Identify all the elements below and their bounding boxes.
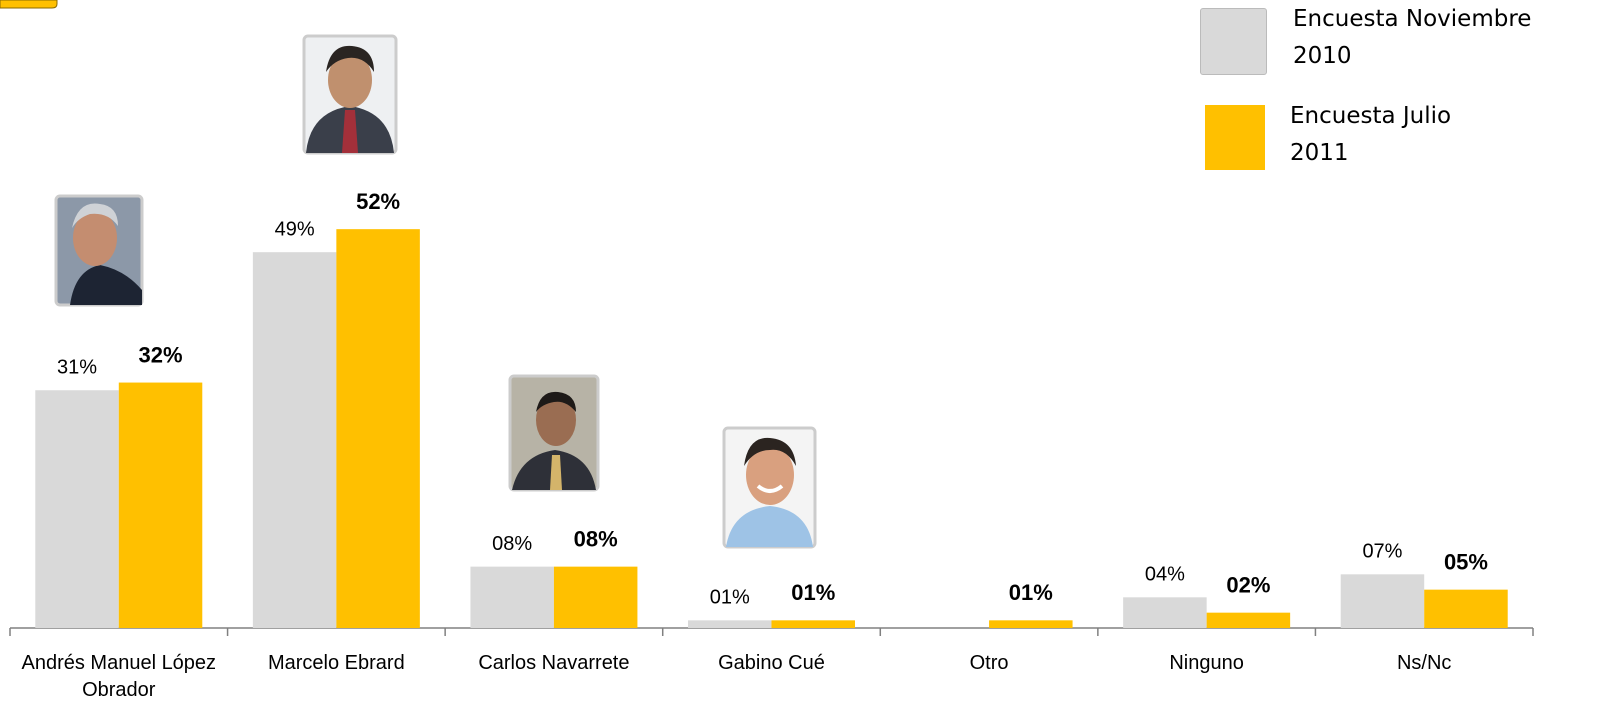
value-label: 04%: [1145, 564, 1185, 586]
value-label: 08%: [492, 533, 532, 555]
legend-swatch: [1205, 105, 1265, 170]
legend-label: Encuesta Noviembre 2010: [1293, 6, 1532, 69]
bar: [1206, 612, 1291, 628]
value-label: 52%: [356, 189, 400, 214]
bar: [989, 620, 1073, 628]
legend-swatch: [1200, 8, 1267, 75]
bar: [118, 382, 203, 628]
bar: [771, 620, 855, 628]
value-label: 01%: [1009, 580, 1053, 605]
x-tick-label: Otro: [969, 652, 1009, 674]
value-label: 01%: [710, 587, 750, 609]
value-label: 49%: [275, 218, 315, 240]
bar: [35, 390, 119, 628]
legend-label: Encuesta Julio 2011: [1290, 103, 1452, 166]
bar: [553, 566, 638, 628]
value-label: 31%: [57, 357, 97, 379]
value-label: 32%: [139, 342, 183, 367]
x-tick-label: Marcelo Ebrard: [267, 652, 405, 674]
bar: [1424, 589, 1508, 628]
x-tick-label: Carlos Navarrete: [478, 652, 630, 674]
x-tick-label: Andrés Manuel López Obrador: [21, 652, 217, 701]
bar: [336, 229, 420, 628]
bar: [688, 620, 772, 628]
x-tick-label: Gabino Cué: [718, 652, 825, 674]
bar: [1340, 574, 1425, 628]
bar: [470, 566, 554, 628]
x-tick-label: Ninguno: [1169, 652, 1244, 674]
value-label: 01%: [791, 580, 835, 605]
bar: [252, 252, 337, 629]
photo: [302, 34, 398, 155]
value-label: 05%: [1444, 549, 1488, 574]
value-label: 08%: [574, 526, 618, 551]
bar: [1123, 597, 1207, 628]
photo: [54, 194, 144, 307]
x-tick-label: Ns/Nc: [1396, 652, 1452, 674]
value-label: 02%: [1226, 572, 1270, 597]
value-label: 07%: [1362, 541, 1402, 563]
photo: [508, 374, 600, 492]
photo: [722, 426, 817, 549]
corner-logo: [0, 0, 58, 9]
